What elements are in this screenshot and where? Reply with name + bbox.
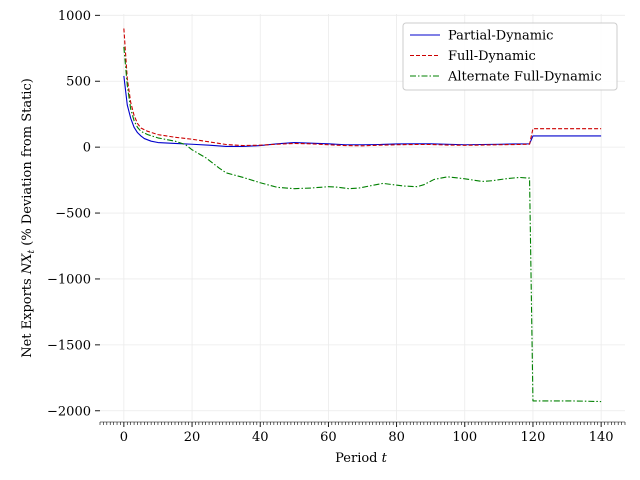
y-tick-label: −1000 xyxy=(47,272,91,287)
legend: Partial-Dynamic Full-Dynamic Alternate Ful… xyxy=(402,22,618,91)
x-tick-label: 20 xyxy=(184,430,201,445)
x-tick-label: 100 xyxy=(452,430,477,445)
legend-label-3: Alternate Full-Dynamic xyxy=(447,70,602,85)
y-tick-label: −2000 xyxy=(47,404,91,419)
x-tick-label: 120 xyxy=(521,430,546,445)
x-axis-label: Period t xyxy=(335,451,388,466)
legend-label-2: Full-Dynamic xyxy=(448,49,536,64)
x-tick-label: 140 xyxy=(589,430,614,445)
y-axis-label: Net Exports NXt (% Deviation from Static… xyxy=(20,78,37,358)
legend-label-1: Partial-Dynamic xyxy=(448,29,553,44)
axes: 0 20 40 60 80 100 120 140 1000 500 0 −500 −1000 −1500… xyxy=(47,9,626,445)
y-tick-label: −500 xyxy=(55,207,91,222)
series-line-2 xyxy=(123,28,602,147)
series-line-3 xyxy=(123,46,602,403)
y-tick-label: 1000 xyxy=(58,9,91,24)
y-tick-label: −1500 xyxy=(47,338,91,353)
series-lines xyxy=(123,28,602,403)
y-tick-label: 500 xyxy=(66,75,91,90)
x-tick-label: 60 xyxy=(320,430,337,445)
x-tick-label: 40 xyxy=(252,430,269,445)
y-tick-label: 0 xyxy=(83,141,91,156)
x-tick-label: 0 xyxy=(120,430,128,445)
legend-box xyxy=(402,22,618,91)
x-tick-label: 80 xyxy=(388,430,405,445)
